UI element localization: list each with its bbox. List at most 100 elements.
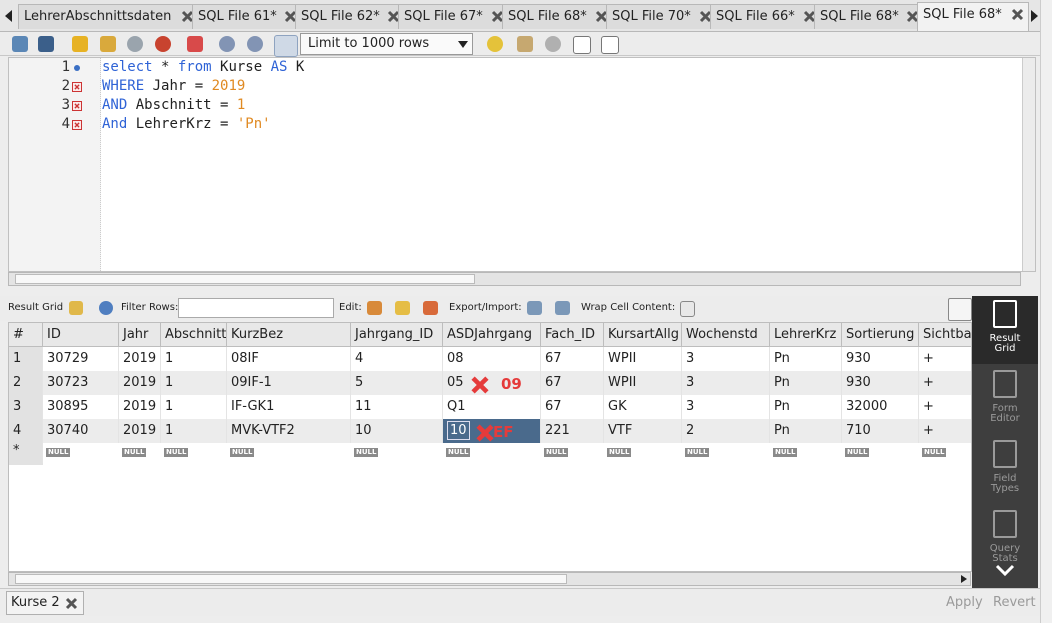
cell-text: 11: [355, 399, 372, 414]
scroll-right[interactable]: [960, 574, 968, 584]
side-item[interactable]: Form Editor: [972, 370, 1038, 424]
edit-icon[interactable]: [367, 301, 382, 315]
tab[interactable]: SQL File 70*: [606, 4, 717, 29]
side-label: Query Stats: [989, 543, 1021, 564]
close-icon[interactable]: [491, 10, 504, 23]
sql-editor[interactable]: 1 2 3 4 select * from Kurse AS K WHERE Jahr =…: [8, 57, 1036, 272]
row-number: *: [9, 443, 43, 463]
open-icon[interactable]: [12, 36, 28, 52]
close-icon[interactable]: [74, 84, 80, 90]
result-tab-label: Kurse 2: [11, 595, 60, 610]
code-token: *: [152, 59, 178, 75]
beautify-icon[interactable]: [517, 36, 533, 52]
delete-row-icon[interactable]: [423, 301, 438, 315]
side-label: Field Types: [990, 473, 1020, 494]
grid-cell: 30729: [43, 347, 119, 371]
scroll-thumb[interactable]: [15, 574, 567, 584]
wrap-cell-icon[interactable]: [680, 301, 695, 317]
result-tab[interactable]: Kurse 2: [6, 591, 84, 615]
grid-cell: 10: [351, 419, 443, 443]
find-icon[interactable]: [545, 36, 561, 52]
side-item[interactable]: Result Grid: [972, 300, 1038, 354]
cell-text: 05: [447, 375, 464, 390]
tab-label: SQL File 68*: [820, 9, 899, 24]
tab-scroll-left[interactable]: [3, 9, 15, 23]
code-token: LehrerKrz =: [127, 116, 237, 132]
close-icon[interactable]: [284, 10, 297, 23]
tab[interactable]: LehrerAbschnittsdaten: [18, 4, 199, 29]
side-item[interactable]: Query Stats: [972, 510, 1038, 564]
close-icon[interactable]: [803, 10, 816, 23]
revert-button[interactable]: Revert: [993, 595, 1036, 610]
execute-icon[interactable]: [72, 36, 88, 52]
cell-text: 1: [165, 351, 174, 366]
side-panel: Result Grid Form Editor Field Types Query S…: [972, 296, 1038, 588]
tab-label: SQL File 68*: [923, 7, 1002, 22]
grid-cell: 3: [682, 371, 770, 395]
invisible-chars-icon[interactable]: [573, 36, 591, 54]
column-header: Jahrgang_ID: [351, 323, 443, 347]
close-icon[interactable]: [74, 122, 80, 128]
close-icon[interactable]: [906, 10, 919, 23]
right-edge: [1040, 0, 1052, 623]
rollback-icon[interactable]: [247, 36, 263, 52]
cell-text: 2019: [123, 423, 157, 438]
cell-text: 3: [13, 399, 22, 414]
cell-text: 1: [165, 423, 174, 438]
close-icon[interactable]: [475, 423, 495, 443]
close-icon[interactable]: [65, 597, 78, 610]
editor-vscroll[interactable]: [1022, 58, 1035, 271]
close-icon[interactable]: [595, 10, 608, 23]
cell-text: 710: [846, 423, 871, 438]
grid-cell: 08IF: [227, 347, 351, 371]
tab[interactable]: SQL File 62*: [295, 4, 405, 29]
tab[interactable]: SQL File 61*: [192, 4, 302, 29]
grid-cell: 05: [443, 371, 541, 395]
execute-current-icon[interactable]: [100, 36, 116, 52]
side-item[interactable]: Field Types: [972, 440, 1038, 494]
line-number: 3: [61, 97, 70, 113]
close-icon[interactable]: [387, 10, 400, 23]
export-icon[interactable]: [527, 301, 542, 315]
toggle-icon[interactable]: [187, 36, 203, 52]
null-badge: NULL: [845, 448, 870, 457]
add-row-icon[interactable]: [395, 301, 410, 315]
tab[interactable]: SQL File 66*: [710, 4, 821, 29]
tab[interactable]: SQL File 68*: [502, 4, 613, 29]
close-icon[interactable]: [181, 10, 194, 23]
side-more[interactable]: [995, 564, 1015, 578]
cell-text: Q1: [447, 399, 466, 414]
code-token: from: [177, 59, 212, 75]
cell-text: 4: [13, 423, 22, 438]
result-grid[interactable]: # ID Jahr Abschnitt KurzBez Jahrgang_ID ASDJah…: [8, 322, 972, 572]
autocommit-icon[interactable]: [274, 35, 298, 57]
close-icon[interactable]: [470, 375, 490, 395]
apply-button[interactable]: Apply: [946, 595, 983, 610]
editor-hscroll[interactable]: [8, 272, 1021, 286]
wrap-icon[interactable]: [601, 36, 619, 54]
grid-cell: 08: [443, 347, 541, 371]
save-icon[interactable]: [38, 36, 54, 52]
tab-scroll-right[interactable]: [1028, 9, 1040, 23]
grid-icon[interactable]: [69, 301, 83, 315]
scroll-thumb[interactable]: [15, 274, 475, 284]
null-badge: NULL: [922, 448, 947, 457]
grid-hscroll[interactable]: [8, 572, 971, 586]
filter-input[interactable]: [178, 298, 334, 318]
explain-icon[interactable]: [127, 36, 143, 52]
bookmark-icon[interactable]: [487, 36, 503, 52]
import-icon[interactable]: [555, 301, 570, 315]
close-icon[interactable]: [74, 103, 80, 109]
tab[interactable]: SQL File 67*: [398, 4, 509, 29]
close-icon[interactable]: [1011, 8, 1024, 21]
commit-icon[interactable]: [219, 36, 235, 52]
grid-cell: MVK-VTF2: [227, 419, 351, 443]
tab[interactable]: SQL File 68*: [917, 2, 1029, 31]
refresh-icon[interactable]: [99, 301, 113, 315]
limit-dropdown[interactable]: Limit to 1000 rows: [300, 33, 473, 55]
stop-icon[interactable]: [155, 36, 171, 52]
tab[interactable]: SQL File 68*: [814, 4, 924, 29]
close-icon[interactable]: [699, 10, 712, 23]
cell-text: 30729: [47, 351, 89, 366]
panel-toggle[interactable]: [948, 298, 972, 321]
